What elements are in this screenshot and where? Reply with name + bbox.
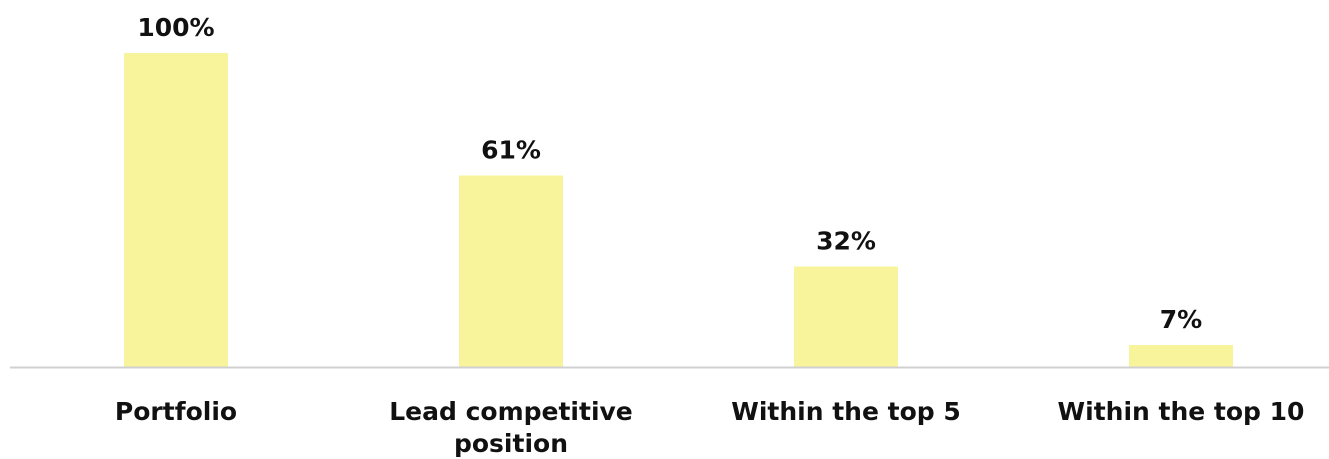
bar-1 — [459, 175, 563, 367]
value-label-0: 100% — [137, 13, 214, 42]
category-label-2-line-0: Within the top 5 — [731, 397, 961, 426]
category-labels-group: Portfolio Lead competitive position Within … — [115, 397, 1305, 458]
category-label-3: Within the top 10 — [1058, 397, 1305, 426]
category-label-2: Within the top 5 — [731, 397, 961, 426]
bar-3 — [1129, 345, 1233, 367]
value-label-1: 61% — [481, 135, 541, 164]
bar-0 — [124, 53, 228, 367]
value-label-2: 32% — [816, 227, 876, 256]
value-label-3: 7% — [1160, 305, 1202, 334]
bars-group — [124, 53, 1233, 367]
category-label-1-line-0: Lead competitive — [389, 397, 633, 426]
category-label-0: Portfolio — [115, 397, 237, 426]
category-label-3-line-0: Within the top 10 — [1058, 397, 1305, 426]
category-label-1-line-1: position — [454, 429, 568, 458]
category-label-0-line-0: Portfolio — [115, 397, 237, 426]
bar-2 — [794, 266, 898, 367]
value-labels-group: 100% 61% 32% 7% — [137, 13, 1202, 334]
category-label-1: Lead competitive position — [389, 397, 633, 458]
